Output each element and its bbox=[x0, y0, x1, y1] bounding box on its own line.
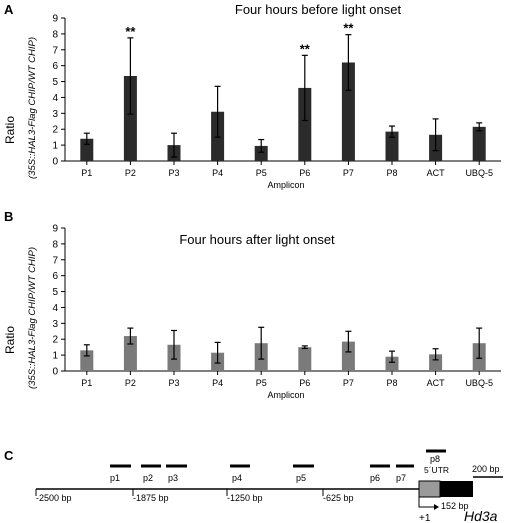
significance-marker: ** bbox=[343, 21, 354, 36]
x-tick-label: P2 bbox=[125, 378, 136, 388]
x-tick-label: P6 bbox=[299, 168, 310, 178]
amplicon-label: p1 bbox=[110, 473, 120, 483]
x-tick-label: P7 bbox=[343, 168, 354, 178]
chart-b-marks: 0 1 2 3 4 5 6 7 8 9 P1 P2 P3 P4 P5 P6 P7 P8 ACT UBQ-5 bbox=[52, 224, 501, 388]
x-tick-label: P3 bbox=[168, 378, 179, 388]
amplicon-label: p6 bbox=[370, 473, 380, 483]
panel-label-b: B bbox=[4, 209, 13, 224]
x-tick-label: P1 bbox=[81, 168, 92, 178]
x-tick-label: P6 bbox=[299, 378, 310, 388]
bar-p8 bbox=[385, 131, 399, 161]
bar-p8 bbox=[385, 356, 399, 371]
bar-p2 bbox=[123, 75, 137, 161]
x-tick-label: P2 bbox=[125, 168, 136, 178]
bar-p7 bbox=[341, 341, 355, 371]
x-tick-label: ACT bbox=[427, 378, 446, 388]
y-tick-label: 5 bbox=[52, 77, 58, 88]
x-tick-label: P4 bbox=[212, 378, 223, 388]
panel-label-c: C bbox=[4, 448, 14, 463]
y-tick-label: 6 bbox=[52, 271, 58, 282]
y-tick-label: 3 bbox=[52, 319, 58, 330]
bar-ubq-5 bbox=[472, 126, 486, 161]
chart-b-ylabel: Ratio bbox=[3, 326, 17, 354]
y-tick-label: 8 bbox=[52, 29, 58, 40]
y-tick-label: 6 bbox=[52, 61, 58, 72]
promoter-diagram: C -2500 bp -1875 bp -1250 bp -625 bp p1 … bbox=[4, 448, 503, 523]
x-tick-label: P8 bbox=[386, 378, 397, 388]
amplicon-label: p7 bbox=[396, 473, 406, 483]
chart-b-xlabel: Amplicon bbox=[267, 390, 304, 400]
tss-arrow-head bbox=[434, 504, 439, 510]
bar-p6 bbox=[298, 87, 312, 161]
bar-p5 bbox=[254, 145, 268, 161]
x-tick-label: P5 bbox=[256, 378, 267, 388]
x-tick-label: UBQ-5 bbox=[465, 378, 493, 388]
utr-length-label: 152 bp bbox=[441, 501, 469, 511]
chart-panel-b: B Four hours after light onset Ratio (35… bbox=[3, 209, 501, 400]
bar-p2 bbox=[123, 336, 137, 371]
panel-label-a: A bbox=[4, 2, 14, 17]
y-tick-label: 0 bbox=[52, 367, 58, 378]
y-tick-label: 9 bbox=[52, 14, 58, 25]
exon-box bbox=[440, 481, 473, 497]
x-tick-label: UBQ-5 bbox=[465, 168, 493, 178]
y-tick-label: 7 bbox=[52, 255, 58, 266]
position-label: -625 bp bbox=[323, 493, 354, 503]
bar-p7 bbox=[341, 62, 355, 161]
y-tick-label: 4 bbox=[52, 93, 58, 104]
position-label: -2500 bp bbox=[36, 493, 72, 503]
y-tick-label: 3 bbox=[52, 109, 58, 120]
tss-label: +1 bbox=[419, 513, 431, 523]
x-tick-label: ACT bbox=[427, 168, 446, 178]
y-tick-label: 9 bbox=[52, 224, 58, 235]
chart-b-title: Four hours after light onset bbox=[179, 232, 335, 247]
x-tick-label: P5 bbox=[256, 168, 267, 178]
bar-p6 bbox=[298, 347, 312, 371]
chart-a-ylabel-sub: (35S::HAL3-Flag CHIP/WT CHIP) bbox=[27, 37, 38, 179]
bar-p1 bbox=[80, 350, 94, 371]
y-tick-label: 5 bbox=[52, 287, 58, 298]
significance-marker: ** bbox=[125, 24, 136, 39]
utr-box bbox=[418, 480, 441, 498]
chart-a-xlabel: Amplicon bbox=[267, 180, 304, 190]
chart-a-marks: 0 1 2 3 4 5 6 7 8 9 P1 P2 ** P3 P4 P5 P6 ** P7 ** P8 ACT UBQ-5 bbox=[52, 14, 501, 178]
bar-act bbox=[429, 354, 443, 371]
x-tick-label: P4 bbox=[212, 168, 223, 178]
x-tick-label: P1 bbox=[81, 378, 92, 388]
y-tick-label: 0 bbox=[52, 157, 58, 168]
amplicon-label: p5 bbox=[296, 473, 306, 483]
y-tick-label: 8 bbox=[52, 239, 58, 250]
bar-p1 bbox=[80, 138, 94, 161]
utr-label: 5´UTR bbox=[424, 465, 449, 475]
gene-name: Hd3a bbox=[464, 508, 498, 523]
y-tick-label: 1 bbox=[52, 141, 58, 152]
y-tick-label: 2 bbox=[52, 125, 58, 136]
x-tick-label: P8 bbox=[386, 168, 397, 178]
chart-panel-a: A Four hours before light onset Ratio (3… bbox=[3, 2, 501, 190]
y-tick-label: 1 bbox=[52, 351, 58, 362]
chart-a-title: Four hours before light onset bbox=[235, 2, 402, 17]
y-tick-label: 4 bbox=[52, 303, 58, 314]
significance-marker: ** bbox=[300, 41, 311, 56]
chart-a-ylabel: Ratio bbox=[3, 116, 17, 144]
amplicon-label: p2 bbox=[143, 473, 153, 483]
tss-arrow bbox=[418, 497, 434, 508]
amplicon-label: p4 bbox=[232, 473, 242, 483]
position-label: -1250 bp bbox=[227, 493, 263, 503]
position-label: -1875 bp bbox=[133, 493, 169, 503]
intron-length-label: 200 bp bbox=[472, 464, 500, 474]
chart-b-ylabel-sub: (35S::HAL3-Flag CHIP/WT CHIP) bbox=[27, 247, 38, 389]
x-tick-label: P7 bbox=[343, 378, 354, 388]
y-tick-label: 2 bbox=[52, 335, 58, 346]
amplicon-label: p8 bbox=[430, 454, 440, 464]
y-tick-label: 7 bbox=[52, 45, 58, 56]
amplicon-label: p3 bbox=[168, 473, 178, 483]
x-tick-label: P3 bbox=[168, 168, 179, 178]
